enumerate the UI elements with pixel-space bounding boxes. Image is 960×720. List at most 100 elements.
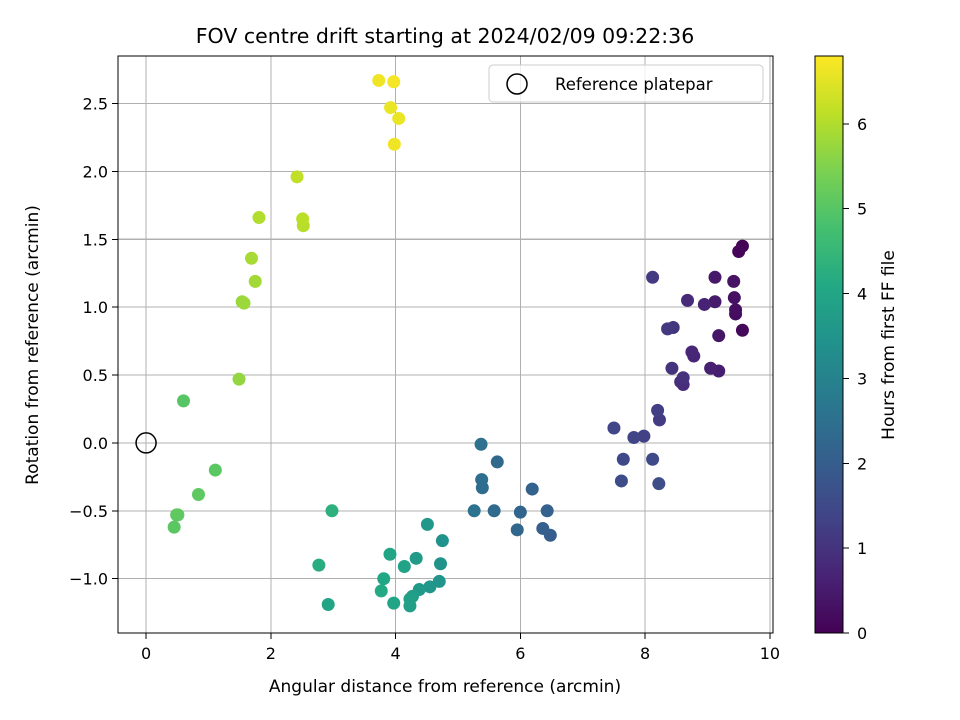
colorbar-tick-label: 5	[857, 200, 867, 219]
data-point	[712, 329, 726, 343]
data-point	[704, 361, 718, 375]
y-tick-label: 2.5	[83, 95, 108, 114]
data-point	[685, 345, 699, 359]
x-tick-label: 0	[141, 644, 151, 663]
legend-label: Reference platepar	[555, 75, 713, 94]
data-point	[387, 596, 401, 610]
x-tick-label: 10	[760, 644, 780, 663]
data-point	[244, 251, 258, 265]
data-point	[232, 372, 246, 386]
y-axis-label: Rotation from reference (arcmin)	[23, 205, 43, 485]
data-point	[321, 597, 335, 611]
data-point	[420, 517, 434, 531]
data-point	[383, 547, 397, 561]
x-tick-label: 6	[515, 644, 525, 663]
data-point	[248, 274, 262, 288]
data-point	[697, 297, 711, 311]
data-point	[708, 295, 722, 309]
y-tick-label: 1.5	[83, 230, 108, 249]
data-point	[384, 101, 398, 115]
data-point	[237, 296, 251, 310]
data-point	[377, 572, 391, 586]
colorbar-label: Hours from first FF file	[879, 250, 899, 440]
data-point	[372, 73, 386, 87]
data-point	[475, 473, 489, 487]
x-tick-label: 4	[391, 644, 401, 663]
chart-title: FOV centre drift starting at 2024/02/09 …	[196, 24, 695, 48]
x-tick-label: 2	[266, 644, 276, 663]
data-point	[627, 430, 641, 444]
data-point	[646, 452, 660, 466]
data-point	[434, 557, 448, 571]
data-points	[167, 73, 749, 613]
data-point	[676, 371, 690, 385]
grid	[118, 56, 773, 633]
legend-marker	[506, 73, 528, 95]
data-point	[167, 520, 181, 534]
data-point	[681, 293, 695, 307]
colorbar-tick-label: 1	[857, 539, 867, 558]
data-point	[727, 291, 741, 305]
data-point	[607, 421, 621, 435]
data-point	[525, 482, 539, 496]
x-axis-label: Angular distance from reference (arcmin)	[269, 677, 621, 697]
data-point	[435, 534, 449, 548]
colorbar-tick-label: 2	[857, 454, 867, 473]
data-point	[312, 558, 326, 572]
data-point	[487, 504, 501, 518]
y-tick-label: 2.0	[83, 162, 108, 181]
data-point	[490, 455, 504, 469]
y-tick-label: −1.0	[69, 570, 108, 589]
data-point	[614, 474, 628, 488]
data-point	[290, 170, 304, 184]
plot-frame	[117, 55, 774, 634]
colorbar-ticks: 0 1 2 3 4 5 6	[843, 115, 867, 643]
data-point	[296, 212, 310, 226]
data-point	[732, 245, 746, 259]
colorbar-tick-label: 0	[857, 624, 867, 643]
data-point	[177, 394, 190, 408]
data-point	[474, 437, 488, 451]
data-point	[423, 580, 437, 594]
data-point	[403, 599, 417, 613]
legend-box	[488, 64, 764, 103]
colorbar-tick-label: 3	[857, 369, 867, 388]
colorbar-tick-label: 4	[857, 285, 867, 304]
data-point	[729, 303, 743, 317]
y-tick-label: 0.5	[83, 366, 108, 385]
data-point	[325, 504, 339, 518]
data-point	[665, 361, 679, 375]
data-point	[409, 551, 423, 565]
data-point	[387, 137, 401, 151]
data-point	[208, 463, 222, 477]
data-point	[467, 504, 481, 518]
data-point	[646, 270, 660, 284]
data-point	[661, 322, 675, 336]
data-point	[652, 477, 666, 491]
data-point	[616, 452, 630, 466]
x-axis-ticks: 0 2 4 6 8 10	[141, 633, 780, 663]
colorbar: 0 1 2 3 4 5 6 Hours from first FF file	[814, 55, 899, 643]
y-tick-label: 1.0	[83, 298, 108, 317]
y-axis-ticks: −1.0 −0.5 0.0 0.5 1.0 1.5 2.0 2.5	[69, 95, 118, 589]
data-point	[510, 523, 524, 537]
data-point	[637, 429, 651, 443]
data-point	[735, 323, 749, 337]
data-point	[191, 488, 205, 502]
data-point	[651, 403, 665, 417]
data-point	[513, 505, 527, 519]
data-point	[540, 504, 554, 518]
data-point	[374, 584, 388, 598]
data-point	[727, 274, 741, 288]
data-point	[397, 559, 411, 573]
data-point	[387, 75, 401, 89]
data-point	[252, 211, 266, 225]
x-tick-label: 8	[640, 644, 650, 663]
y-tick-label: 0.0	[83, 434, 108, 453]
colorbar-frame	[814, 55, 844, 634]
data-point	[708, 270, 722, 284]
data-point	[170, 508, 184, 522]
reference-platepar-marker	[135, 432, 157, 454]
y-tick-label: −0.5	[69, 502, 108, 521]
